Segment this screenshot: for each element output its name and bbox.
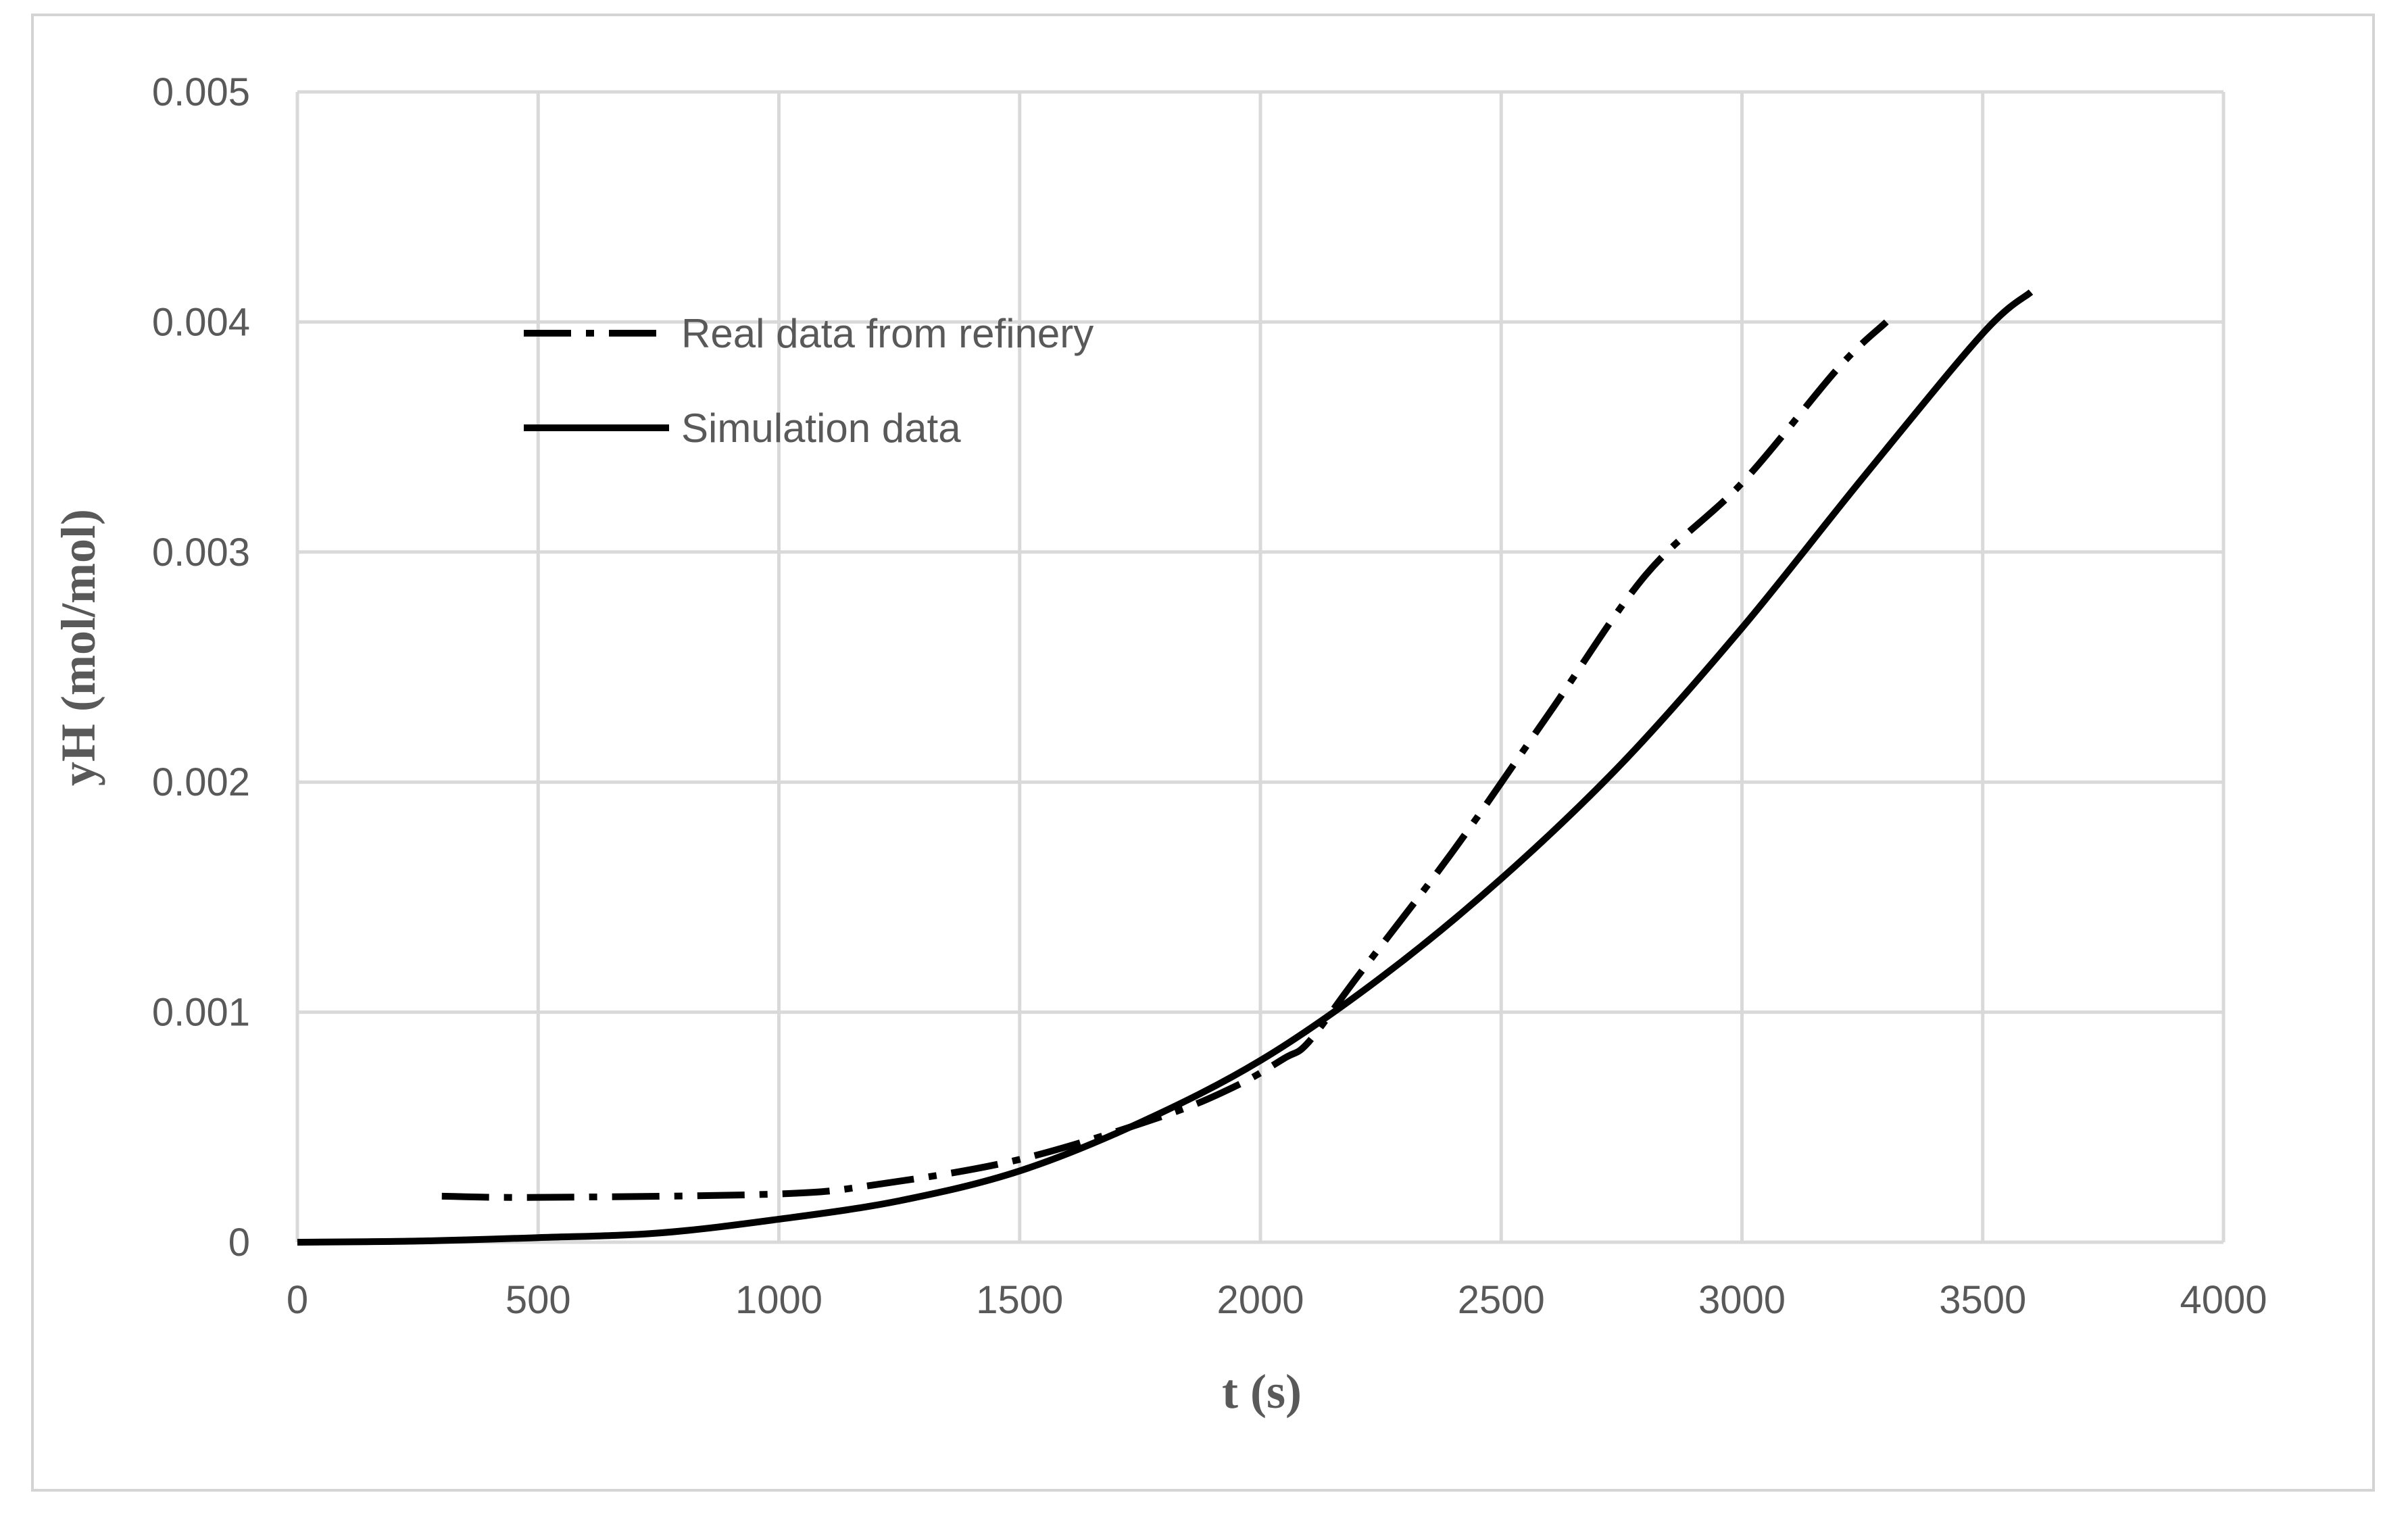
x-tick-label: 0 — [287, 1278, 308, 1322]
x-tick-label: 4000 — [2180, 1278, 2267, 1322]
legend: Real data from refinery Simulation data — [524, 311, 1094, 451]
y-tick-label: 0 — [228, 1221, 250, 1265]
y-tick-label: 0.004 — [152, 300, 250, 344]
y-tick-label: 0.001 — [152, 991, 250, 1035]
x-axis-title: t (s) — [1222, 1365, 1302, 1419]
tick-labels: 0 500 1000 1500 2000 2500 3000 3500 4000 0 0.001 0.… — [152, 70, 2267, 1322]
gridlines — [295, 90, 2226, 1244]
x-tick-label: 1000 — [735, 1278, 822, 1322]
series-line-real-data — [441, 319, 1889, 1201]
series-lines — [297, 289, 2034, 1246]
x-tick-label: 3000 — [1698, 1278, 1786, 1322]
x-tick-label: 2500 — [1458, 1278, 1545, 1322]
legend-label-real-data: Real data from refinery — [681, 311, 1094, 356]
y-tick-label: 0.003 — [152, 531, 250, 574]
x-tick-label: 2000 — [1217, 1278, 1304, 1322]
x-tick-label: 500 — [506, 1278, 571, 1322]
y-tick-label: 0.005 — [152, 70, 250, 114]
y-axis-title: yH (mol/mol) — [51, 509, 105, 786]
x-tick-label: 3500 — [1939, 1278, 2026, 1322]
y-tick-label: 0.002 — [152, 760, 250, 804]
legend-label-simulation: Simulation data — [681, 406, 961, 451]
x-tick-label: 1500 — [976, 1278, 1063, 1322]
series-line-simulation — [297, 289, 2034, 1246]
